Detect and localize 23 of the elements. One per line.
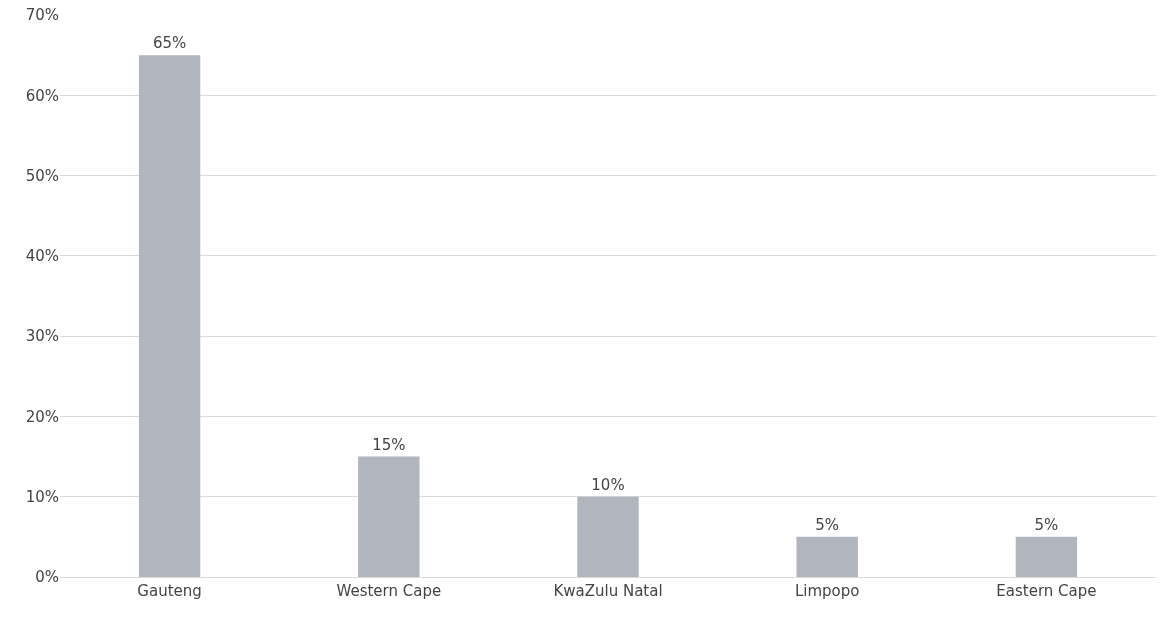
data-label: 65%	[152, 34, 187, 53]
y-tick-label: 70%	[25, 6, 59, 25]
x-tick-label: KwaZulu Natal	[553, 582, 663, 600]
data-label: 10%	[591, 475, 625, 494]
x-tick-label: Eastern Cape	[996, 582, 1097, 600]
x-tick-label: Gauteng	[137, 582, 202, 600]
x-tick-label: Western Cape	[336, 582, 442, 600]
y-tick-label: 10%	[25, 487, 59, 506]
y-tick-label: 60%	[25, 86, 59, 105]
data-label: 15%	[372, 435, 406, 454]
y-tick-label: 50%	[25, 166, 59, 185]
y-tick-label: 40%	[25, 247, 59, 266]
bar	[796, 536, 858, 577]
bar	[138, 55, 201, 577]
data-label: 5%	[1034, 515, 1059, 534]
y-tick-label: 20%	[25, 407, 59, 426]
bar	[577, 496, 639, 577]
y-tick-label: 0%	[35, 568, 59, 587]
bar	[1015, 536, 1078, 577]
y-tick-label: 30%	[25, 327, 59, 346]
x-tick-label: Limpopo	[794, 582, 860, 600]
data-label: 5%	[815, 515, 840, 534]
bar	[358, 456, 420, 577]
